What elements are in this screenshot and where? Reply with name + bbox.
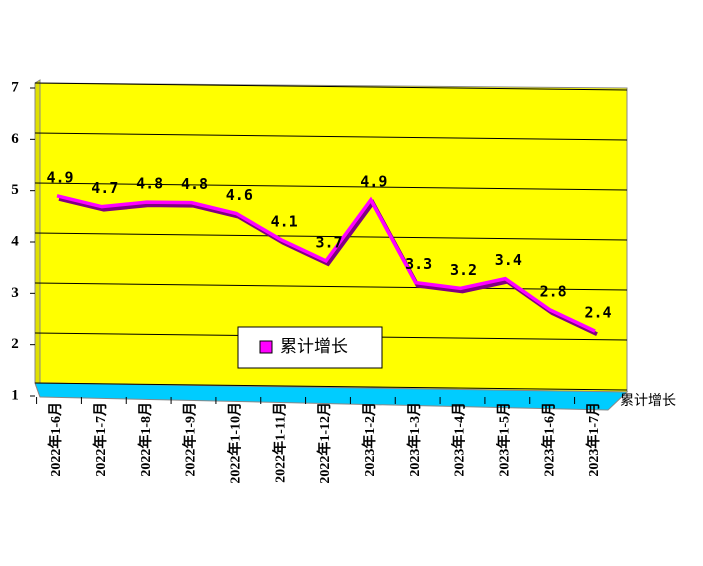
value-label: 4.8 <box>181 175 208 193</box>
x-tick-label: 2023年1-5月 <box>496 402 513 477</box>
y-tick-label: 4 <box>11 233 19 249</box>
y-tick-label: 6 <box>11 131 19 147</box>
floor <box>34 382 629 411</box>
y-tick-label: 1 <box>11 387 19 403</box>
value-label: 3.4 <box>495 251 522 269</box>
value-label: 3.7 <box>315 233 342 251</box>
y-tick-label: 3 <box>11 285 19 301</box>
x-tick-label: 2022年1-11月 <box>271 402 288 483</box>
plot: 4.9 4.7 4.8 4.8 4.6 4.1 3.7 4.9 3.3 3.2 3.4 2.8 2.4 <box>46 168 612 336</box>
value-label: 4.7 <box>91 179 118 197</box>
value-label: 3.2 <box>450 261 477 279</box>
depth-axis-label: 累计增长 <box>620 393 676 409</box>
x-tick-label: 2022年1-12月 <box>316 402 333 484</box>
y-tick-label: 5 <box>11 182 19 198</box>
grid: 1 2 3 4 5 6 7 2022年1-6月 2022年1-7月 2022年1-8月 2022年1… <box>11 79 628 484</box>
x-tick-label: 2023年1-4月 <box>451 402 468 477</box>
legend-swatch <box>259 340 273 354</box>
value-label: 4.6 <box>226 186 253 204</box>
grid-line <box>34 182 628 191</box>
value-label: 3.3 <box>405 255 432 273</box>
x-tick-label: 2022年1-7月 <box>92 402 109 477</box>
value-label: 4.9 <box>46 168 73 186</box>
grid-line <box>34 132 628 141</box>
value-label: 2.8 <box>540 283 567 301</box>
legend-label: 累计增长 <box>280 337 348 356</box>
x-tick-label: 2022年1-8月 <box>137 402 154 477</box>
grid-line <box>34 282 628 291</box>
grid-line <box>34 382 628 391</box>
value-label: 4.9 <box>360 172 387 190</box>
y-tick-label: 7 <box>11 79 19 95</box>
x-tick-label: 2023年1-2月 <box>361 402 378 477</box>
value-label: 4.8 <box>136 175 163 193</box>
value-label: 2.4 <box>584 304 611 322</box>
x-tick-label: 2023年1-3月 <box>406 402 423 477</box>
value-label: 4.1 <box>271 212 298 230</box>
side-wall <box>34 79 41 398</box>
x-tick-label: 2022年1-9月 <box>182 402 199 477</box>
legend-box <box>237 326 383 369</box>
grid-line <box>34 232 628 241</box>
line <box>56 194 596 333</box>
x-tick-label: 2023年1-7月 <box>585 402 602 477</box>
x-tick-label: 2022年1-6月 <box>47 402 64 477</box>
y-tick-label: 2 <box>11 336 19 352</box>
x-tick-label: 2022年1-10月 <box>227 402 244 484</box>
grid-line <box>34 82 628 91</box>
x-tick-label: 2023年1-6月 <box>540 402 557 477</box>
